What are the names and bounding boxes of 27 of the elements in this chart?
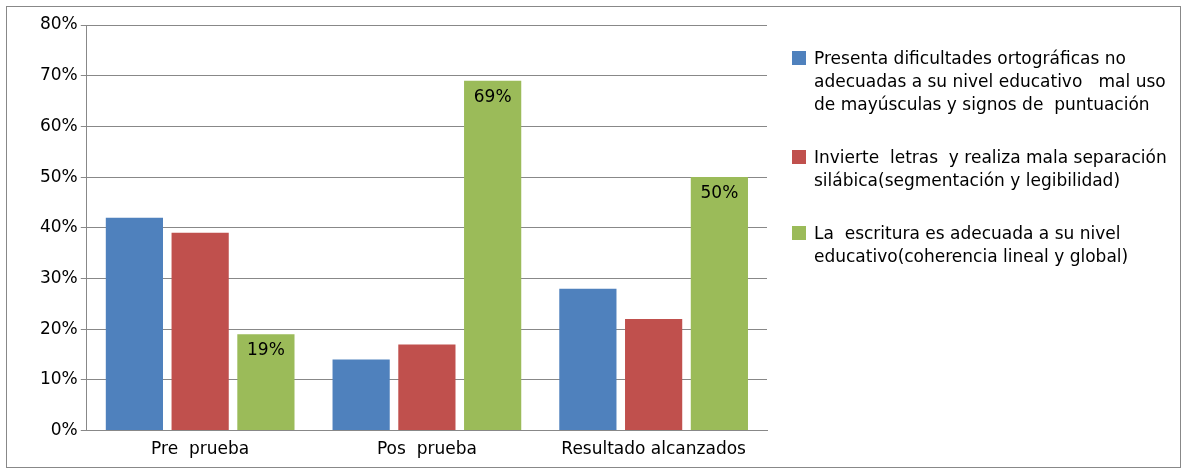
y-tick-label: 60% bbox=[39, 114, 78, 135]
y-tick-label: 0% bbox=[50, 419, 78, 440]
bar bbox=[464, 80, 522, 431]
y-tick-label: 30% bbox=[39, 266, 78, 287]
data-label: 50% bbox=[700, 182, 739, 203]
y-tick-label: 20% bbox=[39, 317, 78, 338]
y-tick-label: 80% bbox=[39, 13, 78, 34]
bar bbox=[237, 334, 295, 431]
x-tick-label: Pre prueba bbox=[151, 438, 250, 459]
bar bbox=[332, 359, 390, 431]
legend-label: La escritura es adecuada a su nivel educativo(coherencia lineal y global) bbox=[814, 222, 1130, 268]
bar bbox=[105, 217, 163, 431]
x-tick-label: Pos prueba bbox=[376, 438, 477, 459]
y-tick-label: 10% bbox=[39, 368, 78, 389]
data-label: 19% bbox=[247, 339, 285, 360]
bar bbox=[625, 319, 683, 431]
bar bbox=[398, 344, 456, 431]
y-tick-label: 50% bbox=[39, 165, 78, 186]
y-tick-label: 70% bbox=[39, 64, 78, 85]
bar bbox=[559, 288, 617, 431]
y-tick-label: 40% bbox=[39, 216, 78, 237]
bar bbox=[690, 177, 748, 431]
legend-label: Invierte letras y realiza mala separación silábica(segmentación y legibilidad) bbox=[814, 146, 1168, 192]
legend-label: Presenta dificultades ortográficas no adecuadas a su nivel educativo mal uso de mayúsculas y signos de puntuación bbox=[814, 47, 1167, 116]
data-label: 69% bbox=[473, 85, 512, 106]
x-tick-label: Resultado alcanzados bbox=[561, 438, 747, 459]
bar bbox=[171, 232, 229, 431]
